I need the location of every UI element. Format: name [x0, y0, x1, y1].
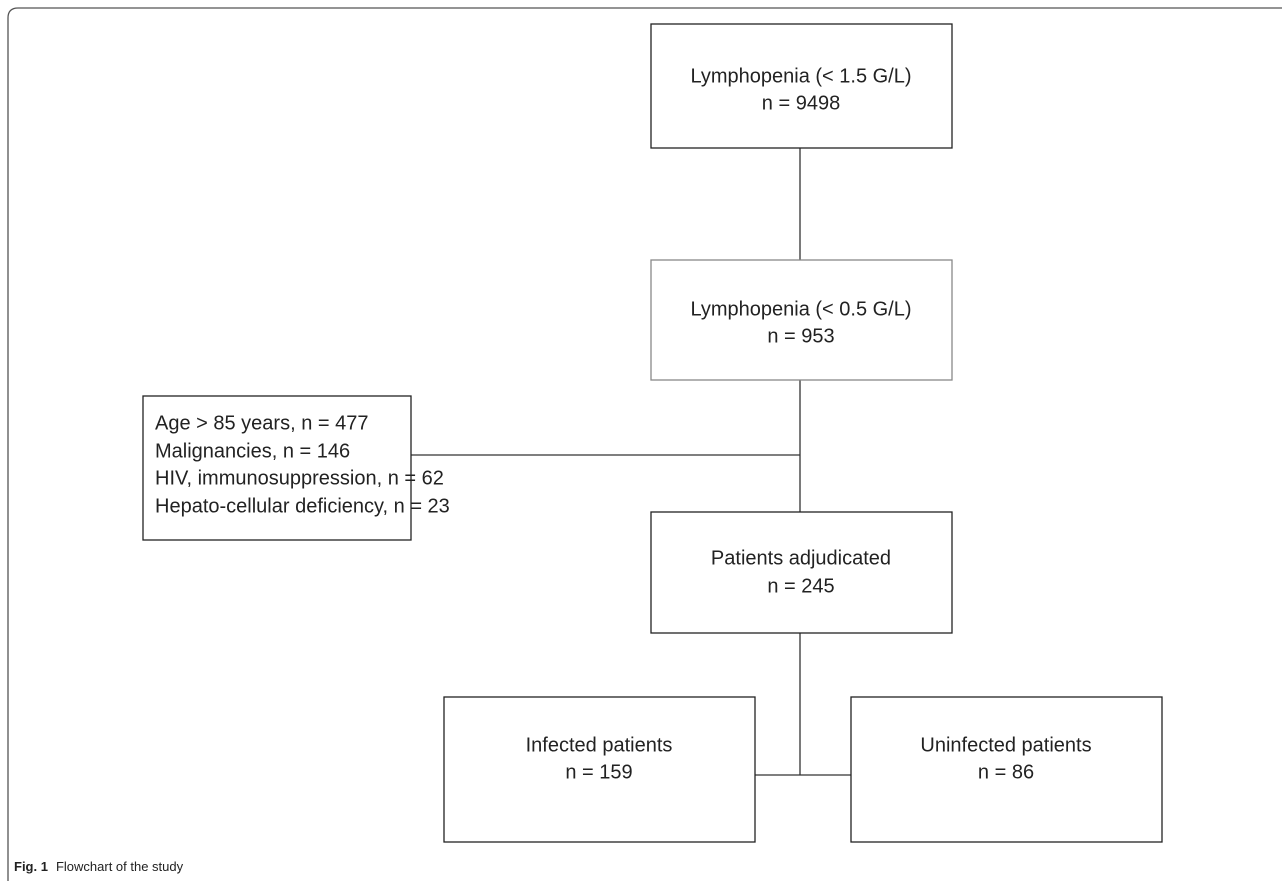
node-box — [650, 23, 953, 149]
node-text: Uninfected patients — [920, 734, 1091, 756]
caption-label: Fig. 1 — [14, 859, 48, 874]
frame — [7, 7, 1282, 881]
node-text: n = 9498 — [762, 92, 840, 114]
node-text: Hepato-cellular deficiency, n = 23 — [155, 495, 450, 517]
node-text: Age > 85 years, n = 477 — [155, 412, 369, 434]
node-text: Infected patients — [526, 734, 673, 756]
node-box — [443, 696, 756, 843]
node-text: Lymphopenia (< 0.5 G/L) — [690, 298, 911, 320]
caption-text: Flowchart of the study — [56, 859, 184, 874]
node-text: n = 953 — [767, 325, 834, 347]
node-text: n = 159 — [565, 761, 632, 783]
node-text: Lymphopenia (< 1.5 G/L) — [690, 65, 911, 87]
node-box — [650, 259, 953, 381]
node-box — [142, 395, 412, 541]
node-text: Malignancies, n = 146 — [155, 440, 350, 462]
node-box — [850, 696, 1163, 843]
node-text: Patients adjudicated — [711, 547, 891, 569]
node-text: HIV, immunosuppression, n = 62 — [155, 467, 444, 489]
node-text: n = 245 — [767, 575, 834, 597]
node-text: n = 86 — [978, 761, 1034, 783]
node-box — [650, 511, 953, 634]
caption: Fig. 1 Flowchart of the study — [14, 859, 184, 874]
